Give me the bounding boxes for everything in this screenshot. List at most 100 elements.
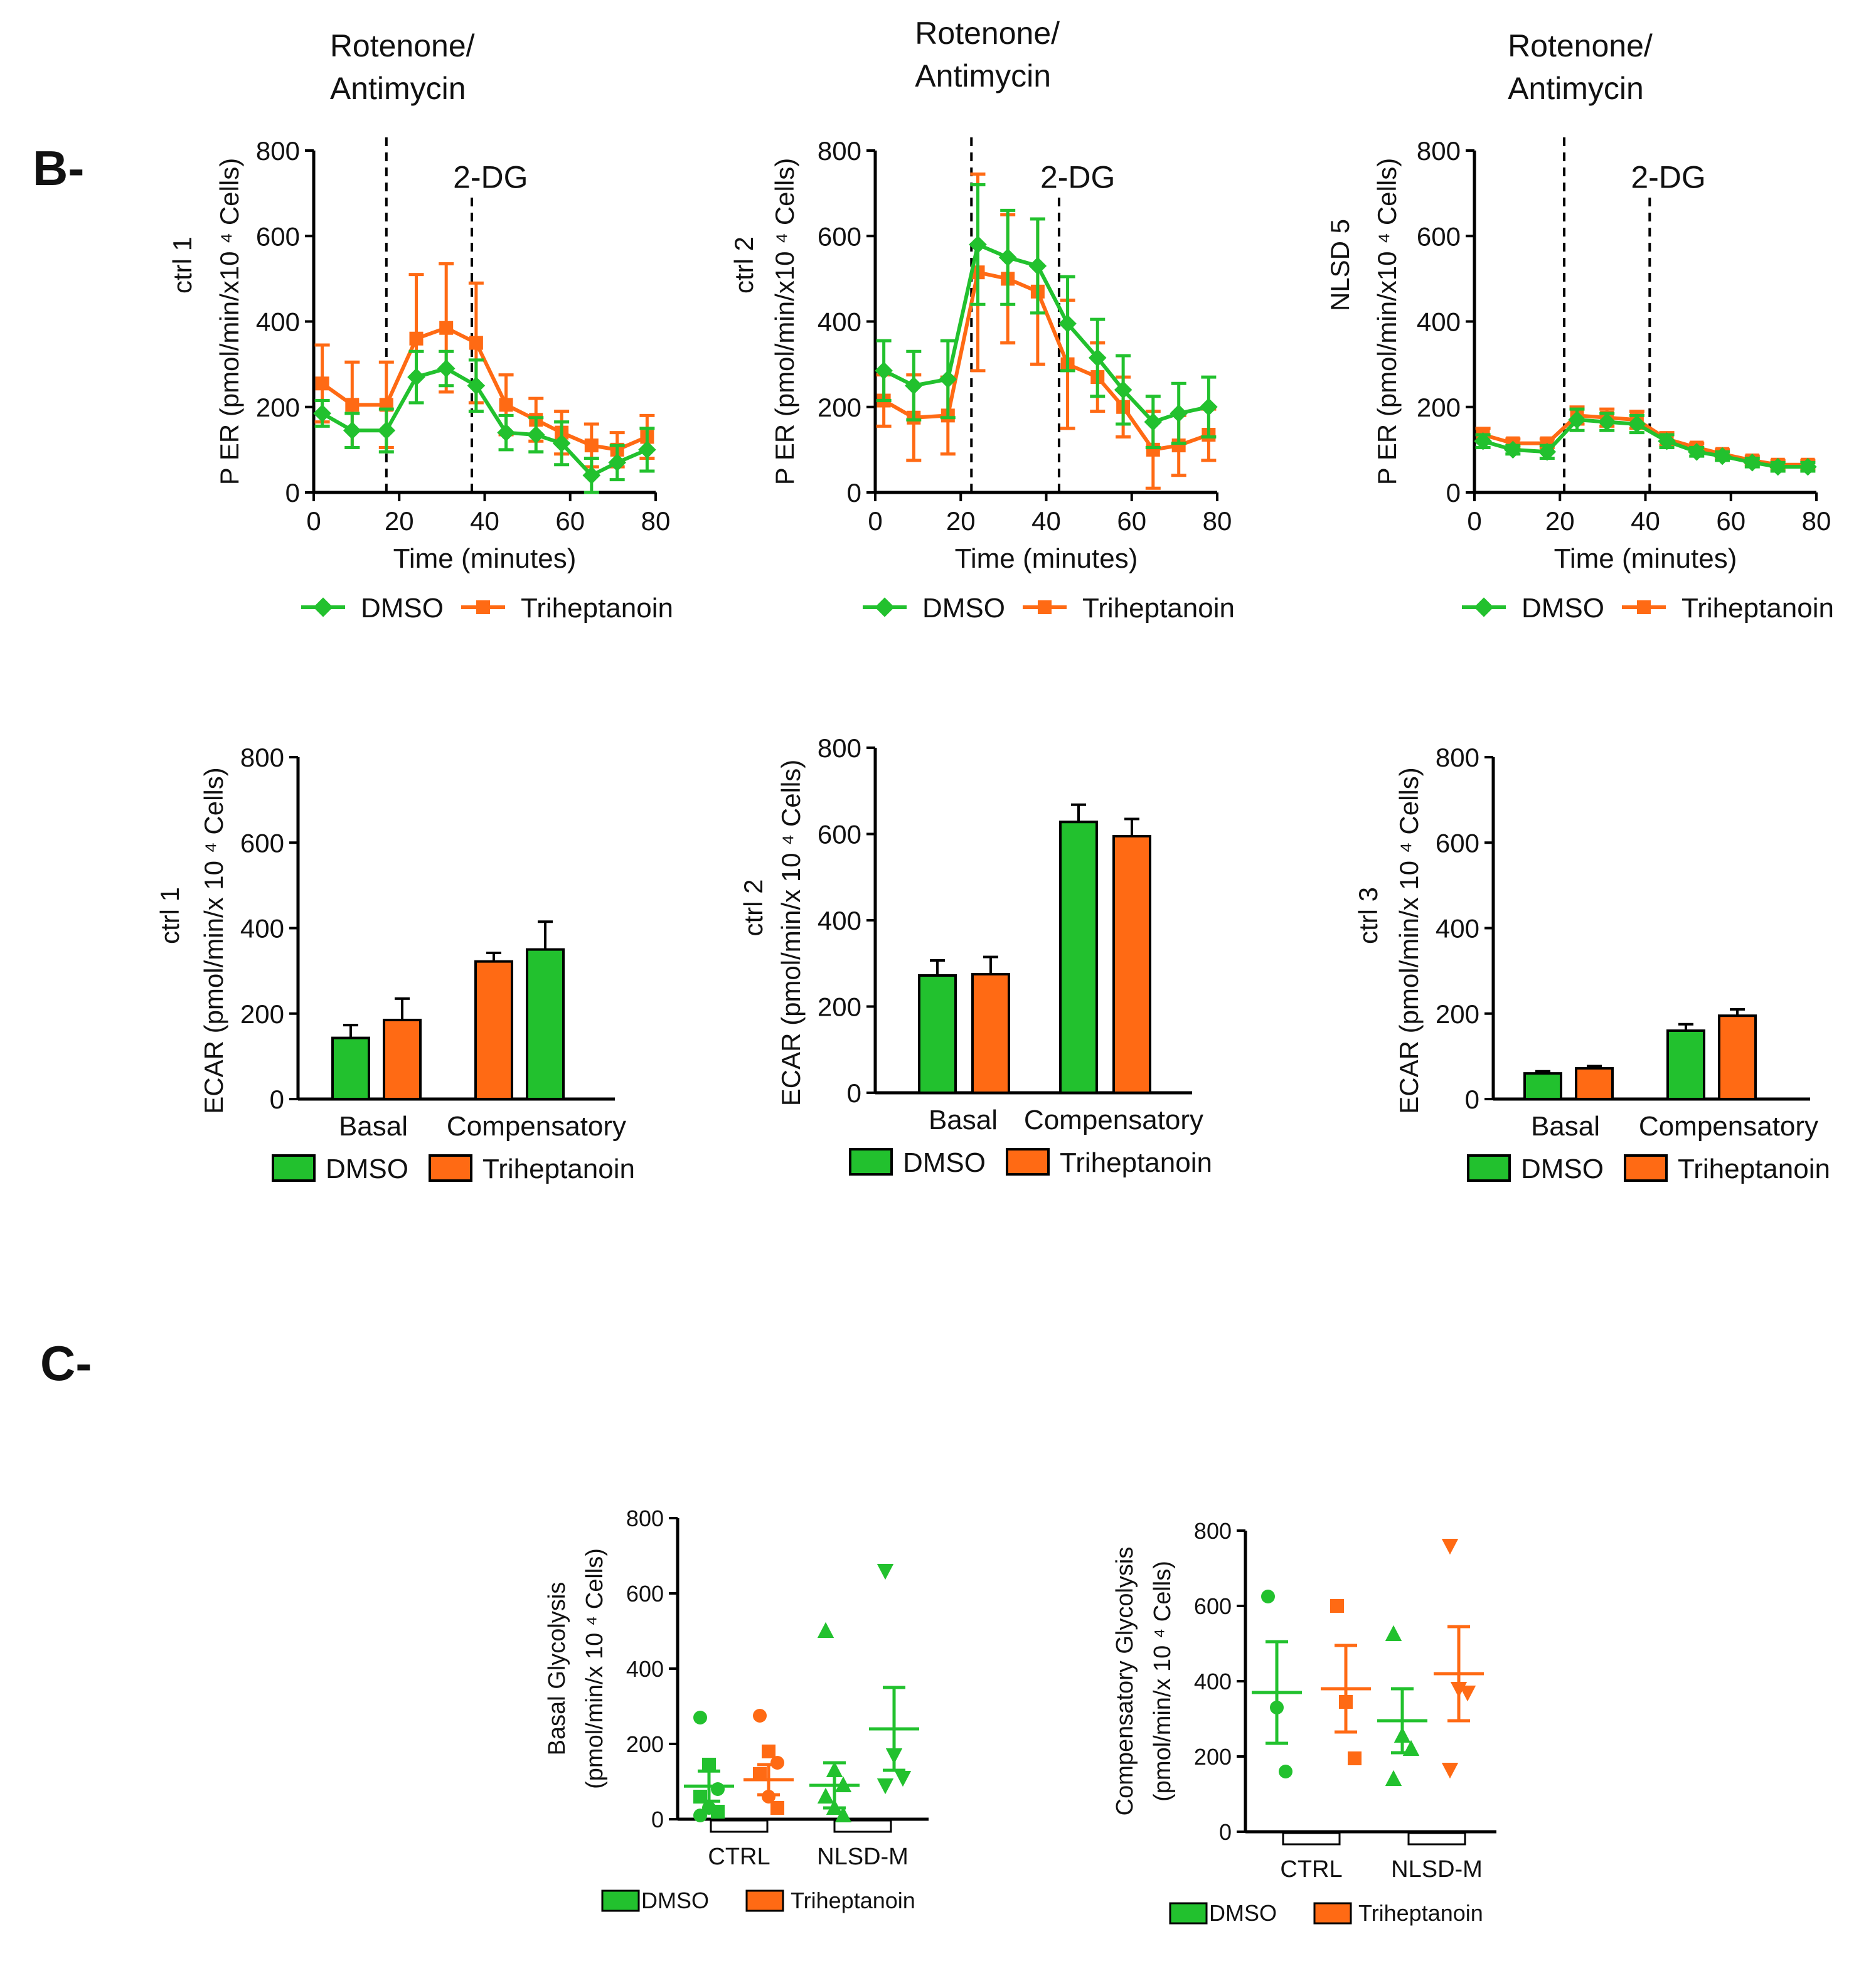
y-axis-title-line1: Compensatory Glycolysis (1112, 1547, 1138, 1816)
y-tick-label: 200 (626, 1731, 664, 1757)
y-tick-label: 400 (240, 914, 284, 943)
dmso-point (817, 1622, 834, 1638)
triheptanoin-point (439, 321, 454, 335)
legend-dmso-swatch (849, 1148, 893, 1176)
dmso-point (877, 1778, 894, 1795)
category-label: NLSD-M (1391, 1856, 1483, 1883)
y-axis-title: ECAR (pmol/min/x 10 ⁴ Cells) (776, 760, 806, 1107)
y-tick-label: 600 (1194, 1593, 1232, 1619)
y-axis-title: P ER (pmol/min/x10 ⁴ Cells) (1372, 158, 1402, 485)
dmso-point (1628, 415, 1646, 433)
legend-dmso-label: DMSO (1522, 593, 1604, 624)
triheptanoin-point (753, 1709, 767, 1723)
b-bar-2: 0 200 400 600 800 Basal Compensatory ECAR (pmol… (738, 733, 1212, 1178)
y-tick-label: 600 (1417, 221, 1461, 251)
triheptanoin-bar (1112, 834, 1151, 1094)
dmso-point (313, 404, 331, 423)
dmso-point (497, 423, 515, 442)
legend-triheptanoin-swatch (429, 1154, 472, 1182)
category-label: Compensatory (447, 1111, 626, 1142)
triheptanoin-bar (474, 960, 513, 1100)
legend-dmso-swatch (601, 1889, 640, 1912)
y-tick-label: 800 (256, 136, 300, 166)
dmso-bar (1666, 1029, 1705, 1100)
x-tick-label: 20 (385, 506, 414, 536)
legend-triheptanoin-label: Triheptanoin (791, 1888, 915, 1913)
dmso-point (1658, 432, 1676, 450)
x-tick-label: 20 (946, 506, 976, 536)
x-axis-title: Time (minutes) (1554, 543, 1737, 574)
y-tick-label: 600 (626, 1581, 664, 1607)
dmso-point (377, 421, 396, 440)
category-label: NLSD-M (817, 1844, 909, 1870)
y-tick-label: 800 (1436, 743, 1479, 772)
category-label: Basal (1531, 1111, 1600, 1142)
dmso-point (608, 454, 626, 472)
legend-dmso-swatch (272, 1154, 316, 1182)
legend-triheptanoin-marker (1038, 600, 1052, 614)
dmso-point (1385, 1625, 1402, 1641)
annotation-rotenone: Rotenone/ (915, 16, 1060, 51)
triheptanoin-point (1330, 1599, 1344, 1613)
y-axis-title-line2: (pmol/min/x 10 ⁴ Cells) (1149, 1561, 1176, 1802)
dmso-point (1568, 410, 1586, 429)
dmso-bar (918, 974, 957, 1094)
sample-label: ctrl 3 (1353, 887, 1383, 944)
legend-triheptanoin-marker (476, 600, 490, 614)
dmso-point (1504, 440, 1522, 459)
category-label: Compensatory (1024, 1105, 1203, 1135)
y-axis-title-line1: Basal Glycolysis (544, 1582, 570, 1756)
dmso-point (1799, 457, 1817, 476)
dmso-point (1385, 1770, 1402, 1786)
y-tick-label: 0 (270, 1085, 284, 1114)
y-axis-title: ECAR (pmol/min/x 10 ⁴ Cells) (1394, 767, 1424, 1114)
x-tick-label: 60 (1716, 506, 1745, 536)
legend-triheptanoin-label: Triheptanoin (521, 593, 673, 624)
dmso-point (1058, 314, 1077, 333)
annotation-2dg: 2-DG (1631, 160, 1705, 195)
y-tick-label: 0 (1219, 1819, 1232, 1845)
triheptanoin-point (315, 376, 329, 391)
sample-label: NLSD 5 (1325, 219, 1355, 311)
dmso-point (343, 421, 361, 440)
dmso-point (1474, 432, 1492, 450)
dmso-point (702, 1758, 716, 1772)
b-line-2: 0 200 400 600 800 0 20 40 60 80 Time (minutes) P ER… (729, 16, 1235, 624)
legend-triheptanoin-label: Triheptanoin (482, 1154, 635, 1184)
y-tick-label: 0 (1446, 478, 1461, 507)
dmso-point (407, 368, 425, 386)
legend-triheptanoin-swatch (745, 1889, 784, 1912)
legend-dmso-label: DMSO (922, 593, 1005, 624)
y-tick-label: 800 (1417, 136, 1461, 166)
legend-triheptanoin-marker (1637, 600, 1651, 614)
b-line-1: 0 200 400 600 800 0 20 40 60 80 Time (minutes) P ER… (168, 28, 673, 624)
legend-dmso-label: DMSO (361, 593, 444, 624)
triheptanoin-bar (1718, 1014, 1757, 1100)
legend-dmso-marker (313, 597, 333, 617)
y-tick-label: 0 (847, 478, 861, 507)
triheptanoin-point (762, 1745, 775, 1758)
y-tick-label: 200 (240, 999, 284, 1029)
legend-triheptanoin-label: Triheptanoin (1678, 1154, 1830, 1184)
annotation-2dg: 2-DG (453, 160, 528, 195)
y-tick-label: 800 (1194, 1518, 1232, 1544)
legend-dmso-label: DMSO (903, 1147, 986, 1178)
x-axis-title: Time (minutes) (393, 543, 577, 574)
legend-dmso-label: DMSO (326, 1154, 408, 1184)
x-tick-label: 40 (1631, 506, 1660, 536)
dmso-point (1713, 447, 1732, 465)
dmso-point (969, 235, 987, 254)
annotation-antimycin: Antimycin (330, 71, 466, 106)
y-tick-label: 0 (285, 478, 300, 507)
y-tick-label: 600 (240, 828, 284, 858)
annotation-rotenone: Rotenone/ (1508, 28, 1653, 63)
c-scatter-2: 0 200 400 600 800 CTRL NLSD-M Compensatory Glyc… (1112, 1518, 1496, 1926)
dmso-point (552, 434, 571, 452)
triheptanoin-bar (383, 1018, 422, 1100)
y-tick-label: 0 (651, 1807, 664, 1832)
dmso-point (817, 1787, 834, 1804)
x-tick-label: 0 (868, 506, 882, 536)
triheptanoin-point (469, 336, 483, 350)
annotation-antimycin: Antimycin (915, 58, 1051, 93)
